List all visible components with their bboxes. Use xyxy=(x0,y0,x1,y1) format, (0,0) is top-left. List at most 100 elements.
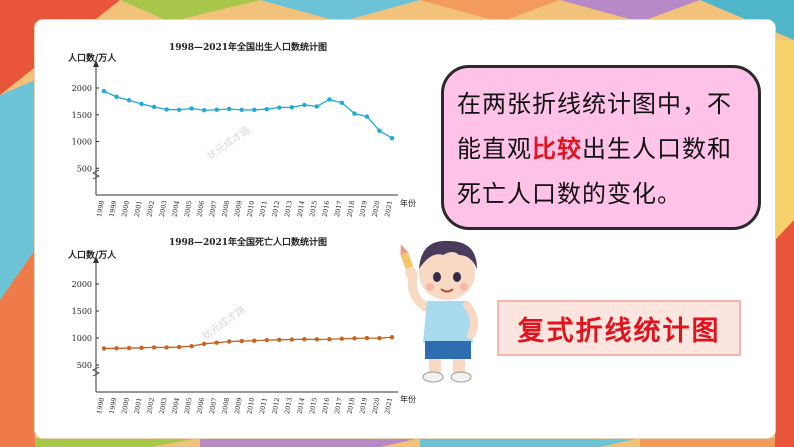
birth-data-point xyxy=(277,105,282,110)
death-x-tick-label: 2019 xyxy=(358,397,369,415)
birth-x-tick-label: 2009 xyxy=(233,200,244,218)
death-x-tick-label: 2016 xyxy=(321,397,332,415)
death-data-point xyxy=(126,345,132,351)
death-x-tick-label: 2017 xyxy=(333,397,344,415)
birth-y-tick-label: 2000 xyxy=(72,84,92,93)
death-x-tick-label: 2007 xyxy=(208,397,219,415)
birth-data-point xyxy=(227,106,232,112)
birth-data-point xyxy=(114,94,119,100)
death-data-point xyxy=(327,337,332,342)
death-chart-title: 1998—2021年全国死亡人口数统计图 xyxy=(169,236,327,248)
birth-x-tick-label: 2013 xyxy=(283,200,294,218)
birth-chart-title: 1998—2021年全国出生人口数统计图 xyxy=(169,41,327,53)
death-x-tick-label: 2018 xyxy=(346,397,357,415)
death-series-line xyxy=(103,336,393,350)
birth-data-point xyxy=(164,107,169,112)
birth-y-tick-label: 1000 xyxy=(72,138,92,147)
birth-data-point xyxy=(214,107,219,112)
death-x-tick-label: 2003 xyxy=(158,397,169,415)
watermark-1: 状元成才路 xyxy=(204,123,252,162)
birth-data-point xyxy=(377,128,382,133)
death-data-point xyxy=(227,339,232,344)
death-data-point xyxy=(352,336,357,341)
birth-data-point xyxy=(339,100,345,106)
death-data-point xyxy=(201,341,207,347)
birth-data-point xyxy=(126,98,132,103)
death-data-point xyxy=(264,337,269,343)
death-x-tick-label: 2010 xyxy=(245,397,256,415)
birth-data-point xyxy=(389,135,395,141)
death-data-point xyxy=(214,340,219,345)
bubble-line-2-pre: 能直观 xyxy=(457,135,532,163)
birth-x-tick-label: 2001 xyxy=(133,200,144,218)
death-x-tick-label: 2011 xyxy=(258,397,269,415)
birth-x-tick-label: 2012 xyxy=(271,200,282,218)
death-x-tick-label: 2015 xyxy=(308,397,319,415)
birth-x-tick-label: 2015 xyxy=(308,200,319,218)
death-data-point xyxy=(302,337,307,342)
bubble-line-2: 能直观比较出生人口数和 xyxy=(457,127,757,172)
birth-data-point xyxy=(151,104,157,110)
birth-data-point xyxy=(252,107,257,113)
bubble-line-1: 在两张折线统计图中，不 xyxy=(457,90,732,118)
death-x-tick-label: 2002 xyxy=(145,397,156,415)
death-chart-ylabel: 人口数/万人 xyxy=(67,249,117,261)
birth-data-point xyxy=(176,107,182,112)
death-data-point xyxy=(164,345,169,350)
death-data-point xyxy=(389,335,395,340)
death-data-point xyxy=(114,346,119,351)
birth-y-tick-label: 1500 xyxy=(72,111,92,120)
birth-x-tick-label: 2019 xyxy=(358,200,369,218)
death-y-tick-label: 2000 xyxy=(72,280,92,289)
birth-x-tick-label: 2017 xyxy=(333,200,344,218)
speech-bubble-text: 在两张折线统计图中，不 能直观比较出生人口数和 死亡人口数的变化。 xyxy=(457,82,757,217)
birth-data-point xyxy=(302,102,307,108)
death-x-tick-label: 2005 xyxy=(183,397,194,415)
birth-x-tick-label: 2003 xyxy=(158,200,169,218)
birth-data-point xyxy=(139,101,144,107)
birth-axis-break xyxy=(92,169,100,180)
death-data-point xyxy=(139,345,144,351)
birth-x-tick-label: 2008 xyxy=(220,200,231,218)
watermark-2: 状元成才路 xyxy=(199,303,247,342)
death-x-tick-label: 2008 xyxy=(220,397,231,415)
death-data-point xyxy=(101,346,107,351)
death-x-tick-label: 2012 xyxy=(271,397,282,415)
birth-data-point xyxy=(314,104,320,109)
birth-x-tick-label: 2011 xyxy=(258,200,269,218)
death-y-arrow xyxy=(93,256,99,263)
birth-data-point xyxy=(101,88,107,94)
birth-data-point xyxy=(327,97,332,102)
death-x-tick-label: 2021 xyxy=(383,397,394,415)
death-chart-xlabel: 年份 xyxy=(400,394,416,404)
death-data-point xyxy=(277,337,282,343)
death-x-tick-label: 2006 xyxy=(195,397,206,415)
death-data-point xyxy=(364,335,370,341)
birth-data-point xyxy=(289,105,295,110)
death-data-point xyxy=(239,338,244,344)
death-data-point xyxy=(151,345,157,350)
birth-data-point xyxy=(189,106,194,111)
death-x-tick-label: 1998 xyxy=(95,397,106,415)
birth-y-tick-label: 500 xyxy=(77,164,92,173)
birth-x-tick-label: 2005 xyxy=(183,200,194,218)
birth-x-tick-label: 2018 xyxy=(346,200,357,218)
birth-data-point xyxy=(239,107,244,113)
death-data-point xyxy=(314,337,320,342)
birth-chart-ylabel: 人口数/万人 xyxy=(67,52,117,64)
birth-data-point xyxy=(264,106,269,112)
bubble-line-3: 死亡人口数的变化。 xyxy=(457,180,682,208)
death-data-point xyxy=(189,343,194,349)
birth-x-tick-label: 2004 xyxy=(170,200,181,218)
death-axis-break xyxy=(92,366,100,377)
birth-x-tick-label: 2006 xyxy=(195,200,206,218)
death-y-tick-label: 1500 xyxy=(72,307,92,316)
bubble-highlight: 比较 xyxy=(532,135,582,163)
death-x-tick-label: 2014 xyxy=(296,397,307,415)
death-x-tick-label: 1999 xyxy=(108,397,119,415)
birth-data-point xyxy=(201,108,207,113)
birth-chart: 1998—2021年全国出生人口数统计图 人口数/万人 年份 状元成才路 500… xyxy=(67,41,416,218)
death-x-tick-label: 2001 xyxy=(133,397,144,415)
